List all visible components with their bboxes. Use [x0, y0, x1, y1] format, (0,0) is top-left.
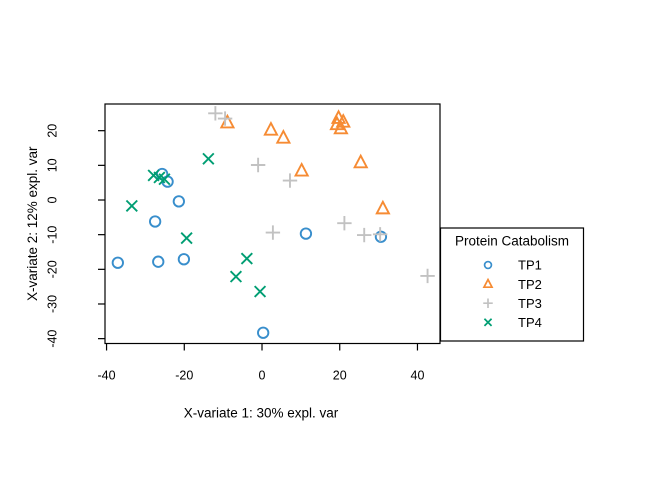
marker-circle-icon — [483, 260, 493, 270]
legend-label: TP4 — [518, 315, 542, 330]
y-tick-label: -40 — [46, 330, 60, 348]
legend-items: TP1 TP2 TP3 TP4 — [482, 258, 542, 330]
marker-plus-icon — [282, 173, 298, 188]
marker-triangle-up-icon — [333, 119, 349, 135]
marker-circle-icon — [152, 255, 165, 268]
marker-cross-icon — [158, 173, 171, 186]
marker-plus-icon — [265, 225, 281, 240]
x-tick-label: -40 — [98, 369, 116, 383]
marker-triangle-up-icon — [275, 129, 292, 144]
y-axis-title: X-variate 2: 12% expl. var — [25, 146, 40, 301]
marker-plus-icon — [357, 227, 372, 243]
marker-plus-icon — [208, 106, 223, 121]
marker-plus-icon — [337, 216, 352, 231]
marker-circle-icon — [172, 195, 185, 208]
legend-title: Protein Catabolism — [455, 234, 569, 249]
x-axis: -40 -20 0 20 40 — [98, 343, 425, 383]
marker-cross-icon — [483, 318, 493, 327]
y-tick-label: -30 — [46, 295, 60, 313]
x-axis-title: X-variate 1: 30% expl. var — [184, 406, 339, 421]
legend-label: TP2 — [518, 277, 542, 292]
legend-entry-TP2: TP2 — [482, 277, 542, 292]
legend: Protein Catabolism TP1 TP2 TP3 TP4 — [439, 227, 585, 342]
plot-border — [104, 103, 441, 345]
legend-entry-TP4: TP4 — [483, 315, 542, 330]
marker-cross-icon — [125, 199, 138, 212]
marker-plus-icon — [420, 268, 435, 284]
y-tick-label: 0 — [46, 196, 60, 203]
marker-circle-icon — [111, 256, 124, 269]
marker-cross-icon — [253, 285, 267, 298]
legend-label: TP3 — [518, 296, 542, 311]
marker-triangle-up-icon — [375, 199, 391, 215]
legend-label: TP1 — [518, 258, 542, 273]
marker-plus-icon — [372, 227, 388, 242]
legend-border — [439, 227, 585, 342]
x-tick-label: 20 — [333, 369, 347, 383]
marker-triangle-up-icon — [293, 161, 310, 177]
y-tick-label: 10 — [46, 158, 60, 172]
y-tick-label: -20 — [46, 260, 60, 278]
marker-triangle-up-icon — [219, 113, 236, 129]
series-TP1 — [111, 167, 388, 339]
x-tick-label: 40 — [411, 369, 425, 383]
legend-entry-TP3: TP3 — [483, 296, 542, 311]
marker-triangle-up-icon — [353, 153, 369, 169]
marker-plus-icon — [250, 157, 266, 173]
marker-triangle-up-icon — [263, 121, 279, 136]
marker-cross-icon — [229, 270, 243, 283]
x-tick-label: 0 — [259, 369, 266, 383]
marker-circle-icon — [148, 215, 162, 228]
marker-triangle-up-icon — [482, 277, 494, 289]
y-tick-label: 20 — [46, 124, 60, 138]
marker-cross-icon — [240, 252, 253, 265]
data-points-layer — [111, 106, 435, 339]
marker-circle-icon — [177, 253, 191, 266]
series-TP2 — [219, 109, 391, 215]
marker-circle-icon — [257, 326, 270, 339]
marker-plus-icon — [483, 298, 493, 308]
series-TP3 — [208, 106, 435, 284]
marker-plus-icon — [217, 111, 233, 126]
y-axis: 20 10 0 -10 -20 -30 -40 — [46, 124, 105, 348]
marker-cross-icon — [180, 232, 193, 245]
y-tick-label: -10 — [46, 226, 60, 244]
legend-entry-TP1: TP1 — [483, 258, 542, 273]
marker-circle-icon — [299, 227, 313, 240]
series-TP4 — [125, 152, 267, 298]
marker-cross-icon — [202, 152, 215, 165]
x-tick-label: -20 — [175, 369, 193, 383]
